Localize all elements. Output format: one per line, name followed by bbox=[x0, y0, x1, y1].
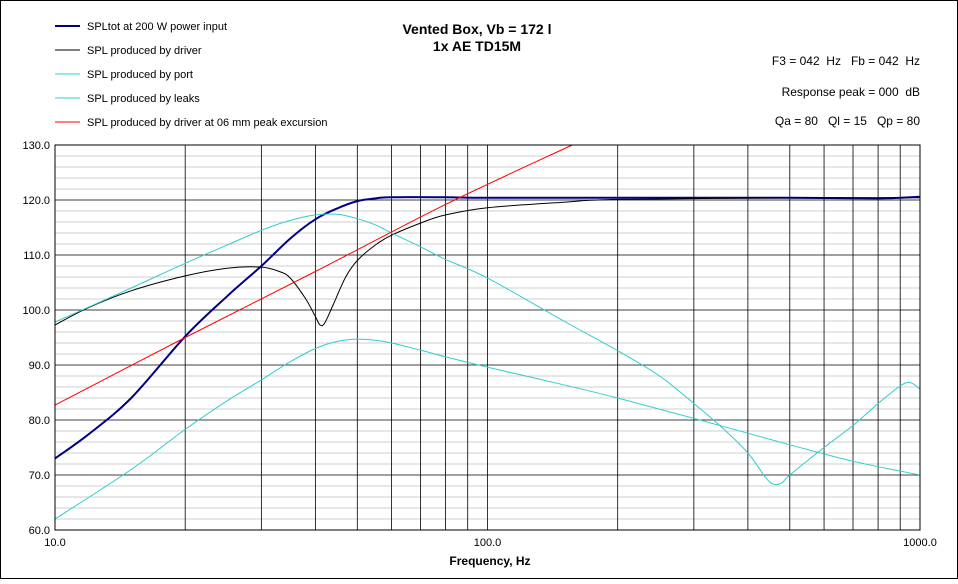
chart-title-line1: Vented Box, Vb = 172 l bbox=[402, 21, 551, 37]
legend: SPLtot at 200 W power input SPL produced … bbox=[55, 21, 328, 129]
grid bbox=[55, 144, 920, 531]
legend-label: SPL produced by leaks bbox=[87, 93, 200, 105]
series-line-5 bbox=[54, 144, 573, 406]
series-line-3 bbox=[54, 213, 921, 486]
y-tick-label: 120.0 bbox=[22, 195, 50, 207]
x-tick-label: 100.0 bbox=[474, 537, 502, 549]
series-line-2 bbox=[54, 197, 921, 327]
axes-layer: 60.0 70.0 80.0 90.0 100.0 110.0 120.0 130.0 10.0… bbox=[22, 140, 936, 549]
series-layer bbox=[54, 144, 921, 520]
chart-title-line2: 1x AE TD15M bbox=[433, 38, 521, 54]
info-f3-fb: F3 = 042 Hz Fb = 042 Hz bbox=[772, 54, 920, 68]
y-tick-label: 60.0 bbox=[29, 525, 50, 537]
info-q-values: Qa = 80 Ql = 15 Qp = 80 bbox=[775, 114, 920, 128]
legend-label: SPL produced by driver at 06 mm peak exc… bbox=[87, 117, 328, 129]
legend-label: SPLtot at 200 W power input bbox=[87, 21, 227, 33]
y-tick-label: 80.0 bbox=[29, 415, 50, 427]
y-tick-label: 130.0 bbox=[22, 140, 50, 152]
series-line-4 bbox=[54, 338, 921, 520]
info-response-peak: Response peak = 000 dB bbox=[782, 85, 920, 99]
y-tick-label: 90.0 bbox=[29, 360, 50, 372]
y-tick-label: 110.0 bbox=[23, 250, 50, 262]
legend-label: SPL produced by port bbox=[87, 69, 193, 81]
plot-border bbox=[54, 144, 921, 531]
y-tick-label: 100.0 bbox=[22, 305, 50, 317]
x-tick-label: 1000.0 bbox=[903, 537, 937, 549]
x-axis-label: Frequency, Hz bbox=[449, 554, 530, 568]
y-tick-label: 70.0 bbox=[29, 470, 50, 482]
legend-label: SPL produced by driver bbox=[87, 45, 202, 57]
x-tick-label: 10.0 bbox=[44, 537, 65, 549]
